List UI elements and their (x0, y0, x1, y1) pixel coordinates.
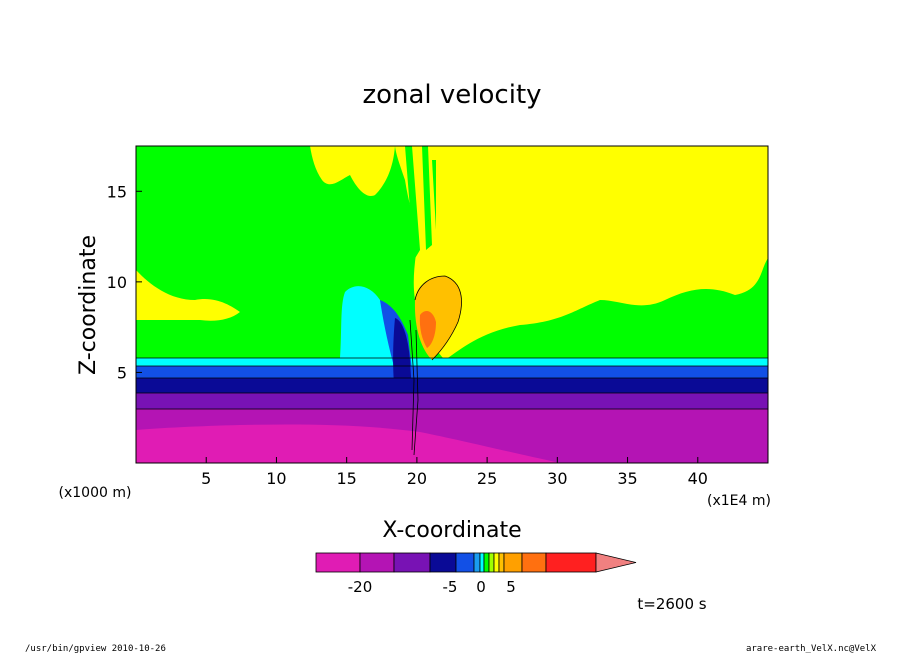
region-weak-negative (136, 300, 768, 378)
colorbar-swatch (479, 552, 485, 573)
region-strong-positive (419, 310, 436, 348)
x-unit-label: (x1E4 m) (707, 493, 771, 509)
colorbar-swatch (393, 552, 431, 573)
colorbar-tick-label: -20 (348, 578, 373, 596)
x-tick-label: 40 (688, 469, 708, 488)
colorbar-tick-label: 0 (476, 578, 486, 596)
x-tick-label: 25 (477, 469, 497, 488)
x-tick-label: 10 (266, 469, 286, 488)
chart-title: zonal velocity (362, 80, 541, 110)
y-tick-label: 15 (107, 182, 127, 201)
x-tick-label: 15 (336, 469, 356, 488)
y-tick-label: 5 (117, 363, 127, 382)
colorbar-swatch (521, 552, 547, 573)
colorbar: -20 -5 0 5 (315, 552, 637, 596)
colorbar-tick-label: -5 (443, 578, 458, 596)
plot-frame (135, 145, 769, 464)
y-tick-label: 10 (107, 273, 127, 292)
x-tick-label: 20 (407, 469, 427, 488)
axis-ticks: 5 10 15 20 25 30 35 40 5 10 15 (107, 182, 708, 488)
plot-area: 5 10 15 20 25 30 35 40 5 10 15 (107, 145, 769, 488)
region-deep-negative (136, 424, 560, 463)
x-tick-label: 30 (547, 469, 567, 488)
colorbar-swatch (429, 552, 457, 573)
colorbar-swatch (359, 552, 395, 573)
colorbar-swatch (483, 552, 490, 573)
colorbar-swatch (473, 552, 481, 573)
x-tick-label: 35 (617, 469, 637, 488)
footer-right: arare-earth_VelX.nc@VelX (746, 644, 877, 654)
colorbar-swatch (503, 552, 523, 573)
colorbar-swatch (498, 552, 505, 573)
time-label: t=2600 s (637, 595, 706, 613)
colorbar-swatch (455, 552, 475, 573)
colorbar-swatch (315, 552, 361, 573)
y-axis-label: Z-coordinate (76, 235, 101, 375)
region-weak-positive-upper (395, 146, 768, 360)
x-tick-label: 5 (201, 469, 211, 488)
region-weak-positive-left (136, 270, 240, 321)
colorbar-extend-arrow (595, 552, 637, 573)
region-stripes (405, 146, 436, 260)
y-unit-label: (x1000 m) (59, 485, 132, 501)
region-negative (136, 393, 768, 409)
region-weak-positive-top-left (310, 146, 395, 196)
colorbar-tick-label: 5 (506, 578, 516, 596)
colorbar-swatch (545, 552, 597, 573)
colorbar-swatch (493, 552, 500, 573)
footer-left: /usr/bin/gpview 2010-10-26 (25, 644, 166, 654)
contour-lines (136, 275, 768, 456)
colorbar-swatch (488, 552, 495, 573)
x-axis-label: X-coordinate (382, 518, 521, 543)
contour-field (136, 146, 768, 463)
